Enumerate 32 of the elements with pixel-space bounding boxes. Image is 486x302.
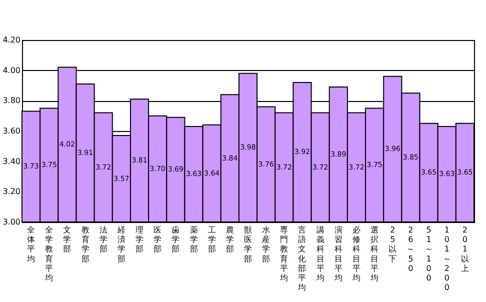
x-tick-label: 201以上	[460, 226, 469, 273]
x-tick-label: 医学部	[154, 226, 162, 254]
x-tick-label: 理学部	[136, 226, 144, 254]
x-tick-label: 講義科目平均	[315, 226, 324, 282]
x-tick-label: 必修科目平均	[351, 226, 360, 282]
y-tick-label: 3.80	[2, 96, 20, 106]
x-tick-label: 工学部	[208, 226, 216, 254]
y-tick-label: 4.20	[2, 36, 20, 44]
x-tick-label: 全学教育平均	[44, 226, 54, 282]
x-tick-label: 25以下	[388, 226, 397, 264]
y-tick-label: 3.40	[2, 156, 20, 166]
x-tick-label: 演習科目平均	[333, 226, 342, 282]
x-tick-label: 選択科目平均	[370, 226, 379, 282]
x-tick-label: 専門教育平均	[279, 226, 288, 282]
x-tick-label: 薬学部	[190, 226, 198, 254]
y-tick-label: 3.20	[2, 187, 20, 196]
x-tick-label: 水産学部	[262, 226, 270, 264]
x-tick-label: 言語文化部平均	[297, 226, 306, 292]
y-tick-label: 4.00	[2, 66, 20, 75]
x-tick-label: 歯学部	[172, 226, 180, 254]
x-tick-label: 法学部	[99, 226, 108, 254]
x-tick-label: 26～50	[406, 226, 415, 273]
x-tick-label: 文学部	[63, 226, 72, 254]
x-tick-label: 51～100	[424, 226, 433, 282]
x-tick-label: 農学部	[226, 226, 234, 254]
x-tick-label: 経済学部	[116, 226, 126, 264]
y-tick-label: 3.60	[2, 126, 20, 136]
x-tick-label: 全体平均	[26, 226, 36, 264]
x-tick-label: 101～200	[442, 226, 451, 292]
x-tick-label: 獣医学部	[244, 226, 252, 264]
x-tick-label: 教育学部	[81, 226, 90, 264]
y-tick-label: 3.00	[2, 218, 20, 226]
